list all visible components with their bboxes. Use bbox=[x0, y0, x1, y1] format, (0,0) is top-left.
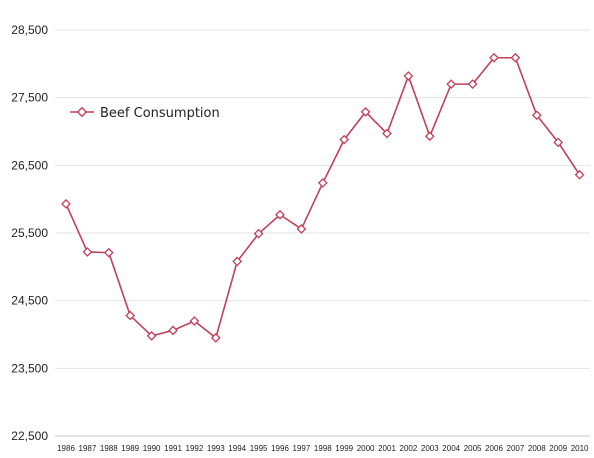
x-tick-label: 2000 bbox=[357, 444, 375, 453]
data-point bbox=[467, 79, 478, 90]
data-point bbox=[317, 178, 328, 188]
x-tick-label: 1996 bbox=[271, 444, 289, 453]
data-point bbox=[510, 52, 521, 63]
data-point bbox=[360, 106, 371, 117]
x-tick-label: 1998 bbox=[314, 444, 332, 453]
x-tick-label: 1986 bbox=[57, 444, 75, 453]
x-tick-label: 2009 bbox=[549, 444, 567, 453]
x-tick-label: 2007 bbox=[507, 444, 525, 453]
x-tick-label: 2002 bbox=[400, 444, 418, 453]
x-tick-label: 1990 bbox=[143, 444, 161, 453]
y-tick-label: 27,500 bbox=[11, 91, 48, 105]
series-line bbox=[65, 56, 581, 339]
data-point bbox=[168, 325, 178, 336]
data-point bbox=[253, 228, 264, 239]
x-tick-label: 1994 bbox=[228, 444, 246, 453]
y-tick-label: 23,500 bbox=[11, 361, 48, 375]
y-tick-label: 24,500 bbox=[11, 294, 48, 308]
data-point bbox=[446, 79, 457, 90]
series-layer bbox=[61, 52, 585, 343]
data-point bbox=[210, 333, 221, 343]
x-tick-label: 1992 bbox=[186, 444, 204, 453]
x-tick-label: 1987 bbox=[79, 444, 97, 453]
x-tick-label: 2005 bbox=[464, 444, 482, 453]
x-tick-label: 2004 bbox=[442, 444, 460, 453]
legend-label: Beef Consumption bbox=[100, 106, 220, 121]
data-point bbox=[275, 209, 285, 220]
data-point bbox=[146, 330, 157, 341]
data-point bbox=[232, 256, 243, 267]
x-tick-label: 2006 bbox=[485, 444, 503, 453]
data-point bbox=[189, 316, 200, 326]
y-tick-label: 26,500 bbox=[11, 158, 48, 172]
y-tick-label: 22,500 bbox=[11, 429, 48, 443]
data-point bbox=[61, 199, 71, 209]
legend: Beef Consumption bbox=[70, 106, 220, 121]
y-tick-label: 28,500 bbox=[11, 23, 48, 37]
legend-marker bbox=[76, 106, 88, 118]
y-tick-label: 25,500 bbox=[11, 226, 48, 240]
x-tick-label: 2008 bbox=[528, 444, 546, 453]
x-axis-ticks: 1986 1987 1988 1989 1990 1991 1992 1993 1994 1995… bbox=[57, 444, 589, 453]
data-point bbox=[403, 71, 414, 81]
data-point bbox=[103, 247, 114, 258]
data-point bbox=[489, 52, 499, 63]
x-tick-label: 1997 bbox=[293, 444, 311, 453]
data-point bbox=[82, 247, 93, 257]
data-point bbox=[339, 134, 350, 145]
x-tick-label: 1999 bbox=[335, 444, 353, 453]
data-point bbox=[382, 128, 392, 139]
x-tick-label: 2010 bbox=[571, 444, 589, 453]
data-point bbox=[424, 131, 435, 142]
x-tick-label: 2001 bbox=[378, 444, 396, 453]
data-point bbox=[125, 310, 136, 321]
data-point bbox=[574, 169, 585, 180]
x-tick-label: 1991 bbox=[164, 444, 182, 453]
y-axis-ticks: 22,500 23,500 24,500 25,500 26,500 27,500 28,5… bbox=[11, 23, 48, 443]
x-tick-label: 1989 bbox=[121, 444, 139, 453]
data-point bbox=[531, 110, 542, 121]
data-point bbox=[553, 137, 564, 148]
x-tick-label: 1993 bbox=[207, 444, 225, 453]
grid-lines bbox=[55, 29, 590, 437]
data-point bbox=[296, 224, 307, 234]
x-tick-label: 1988 bbox=[100, 444, 118, 453]
x-tick-label: 1995 bbox=[250, 444, 268, 453]
x-tick-label: 2003 bbox=[421, 444, 439, 453]
